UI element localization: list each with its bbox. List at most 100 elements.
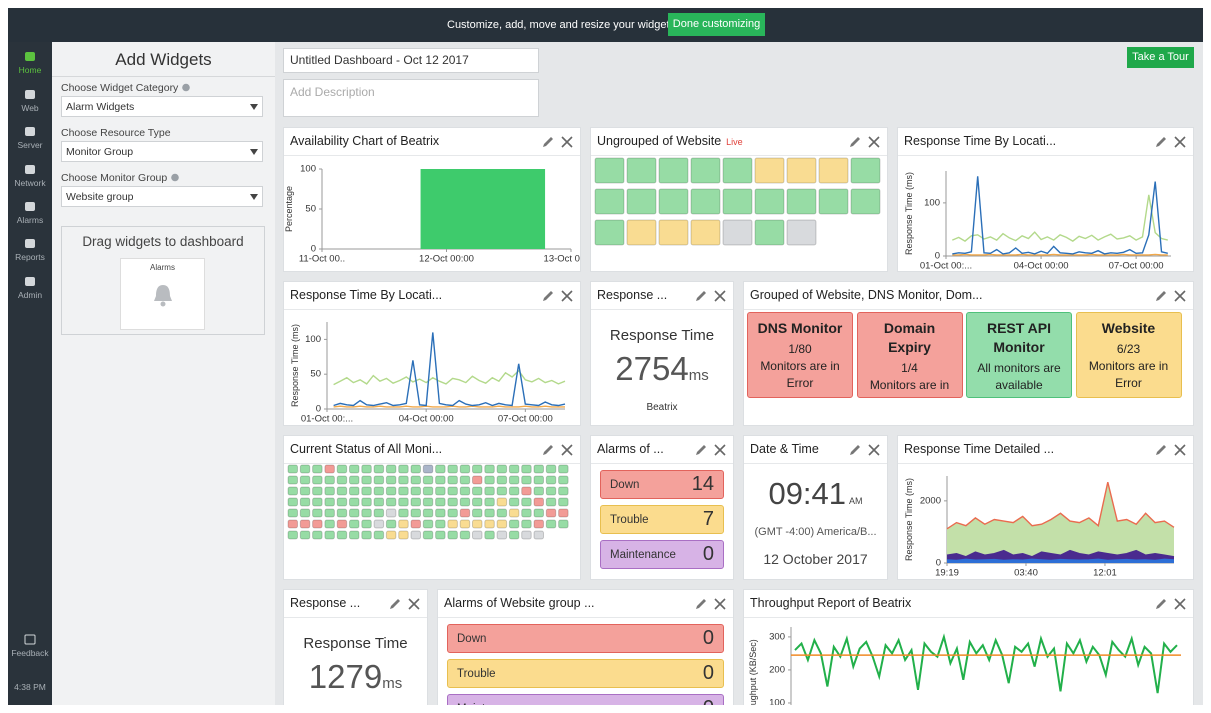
status-cell (558, 486, 569, 496)
card-count: 6/23 (1116, 342, 1141, 356)
status-cell (361, 519, 372, 529)
alarm-count: 0 (702, 543, 714, 565)
close-icon[interactable] (1174, 598, 1186, 610)
edit-icon[interactable] (696, 445, 706, 455)
nav-item[interactable]: Admin (8, 275, 52, 300)
status-cell (336, 519, 348, 529)
status-cell (533, 486, 544, 496)
close-icon[interactable] (868, 136, 880, 148)
group-card[interactable]: REST API Monitor All monitors are availab… (966, 312, 1072, 398)
status-cell (508, 464, 520, 474)
close-icon[interactable] (1174, 136, 1186, 148)
status-cell (398, 486, 409, 496)
status-cell (398, 519, 409, 529)
edit-icon[interactable] (543, 291, 553, 301)
edit-icon[interactable] (1156, 599, 1166, 609)
edit-icon[interactable] (696, 291, 706, 301)
nav-item[interactable]: Network (8, 163, 52, 188)
status-grid (594, 157, 881, 246)
status-cell (545, 464, 557, 474)
status-cell (361, 486, 372, 496)
y-tick-label: 50 (305, 204, 316, 215)
status-cell (336, 486, 348, 496)
alarm-row[interactable]: Trouble 0 (447, 659, 724, 688)
status-cell (484, 519, 495, 529)
select-box[interactable]: Monitor Group (61, 141, 263, 162)
select-box[interactable]: Alarm Widgets (61, 96, 263, 117)
status-cell (472, 497, 483, 507)
alarm-label: Down (457, 633, 487, 645)
close-icon[interactable] (868, 444, 880, 456)
nav-item[interactable]: Alarms (8, 200, 52, 225)
widget-body: Response Time 2754ms Beatrix (591, 310, 733, 425)
status-cell (484, 464, 495, 474)
widget-header: Throughput Report of Beatrix (744, 590, 1193, 618)
close-icon[interactable] (714, 444, 726, 456)
alarm-row[interactable]: Maintenance 0 (600, 540, 724, 569)
close-icon[interactable] (408, 598, 420, 610)
edit-icon[interactable] (1156, 137, 1166, 147)
close-icon[interactable] (1174, 290, 1186, 302)
widget-body (284, 464, 580, 579)
edit-icon[interactable] (850, 137, 860, 147)
close-icon[interactable] (561, 136, 573, 148)
status-cell (786, 219, 817, 246)
alarm-row[interactable]: Trouble 7 (600, 505, 724, 534)
close-icon[interactable] (1174, 444, 1186, 456)
nav-item[interactable]: Home (8, 50, 52, 75)
description-input[interactable]: Add Description (283, 79, 539, 117)
group-card[interactable]: Website 6/23 Monitors are in Error (1075, 312, 1182, 398)
edit-icon[interactable] (390, 599, 400, 609)
tour-button[interactable]: Take a Tour (1127, 47, 1194, 68)
group-card[interactable]: DNS Monitor 1/80 Monitors are in Error (747, 312, 853, 398)
edit-icon[interactable] (543, 137, 553, 147)
alarm-row[interactable]: Down 14 (600, 470, 724, 499)
select-box[interactable]: Website group (61, 186, 263, 207)
nav-item[interactable]: Server (8, 125, 52, 150)
widget-actions (696, 290, 726, 302)
metric-value-line: 2754ms (591, 350, 733, 388)
status-cell (850, 157, 881, 184)
alarm-row[interactable]: Maintenance 0 (447, 694, 724, 705)
dropdown-arrow (250, 194, 258, 200)
nav-icon (25, 90, 35, 99)
status-cell (324, 497, 335, 507)
widget-preview[interactable]: Alarms (120, 258, 205, 330)
group-card[interactable]: Domain Expiry 1/4 Monitors are in Error (856, 312, 963, 398)
nav-icon (25, 277, 35, 286)
status-cell (385, 497, 397, 507)
close-icon[interactable] (714, 290, 726, 302)
close-icon[interactable] (714, 598, 726, 610)
bar (420, 169, 546, 249)
line (333, 369, 566, 386)
widget-actions (1156, 444, 1186, 456)
status-cell (447, 508, 458, 518)
alarm-row[interactable]: Down 0 (447, 624, 724, 653)
edit-icon[interactable] (543, 445, 553, 455)
card-status: Monitors are in Error (869, 378, 950, 397)
edit-icon[interactable] (696, 599, 706, 609)
monitor-name: Beatrix (646, 402, 678, 413)
status-cell (422, 497, 434, 507)
feedback-link[interactable]: Feedback (8, 633, 52, 658)
drag-area[interactable]: Drag widgets to dashboard Alarms (61, 226, 265, 335)
edit-icon[interactable] (1156, 291, 1166, 301)
status-cell (312, 530, 323, 540)
dashboard-name-input[interactable]: Untitled Dashboard - Oct 12 2017 (283, 48, 539, 73)
edit-icon[interactable] (850, 445, 860, 455)
widget-header: Ungrouped of Website Live (591, 128, 887, 156)
field-label-text: Choose Resource Type (61, 127, 171, 139)
widget-body: Throughput (KB/Sec) 100 200 300 (744, 618, 1193, 705)
timezone: (GMT -4:00) America/B... (754, 526, 877, 538)
close-icon[interactable] (561, 444, 573, 456)
edit-icon[interactable] (1156, 445, 1166, 455)
nav-item[interactable]: Web (8, 88, 52, 113)
close-icon[interactable] (561, 290, 573, 302)
widget-actions (543, 290, 573, 302)
nav-icon (25, 165, 35, 174)
nav-item[interactable]: Reports (8, 237, 52, 262)
sidebar: Home Web Server Network Alarms Reports Admin Fe… (8, 42, 52, 705)
feedback-icon (24, 634, 36, 645)
done-button[interactable]: Done customizing (668, 13, 765, 36)
